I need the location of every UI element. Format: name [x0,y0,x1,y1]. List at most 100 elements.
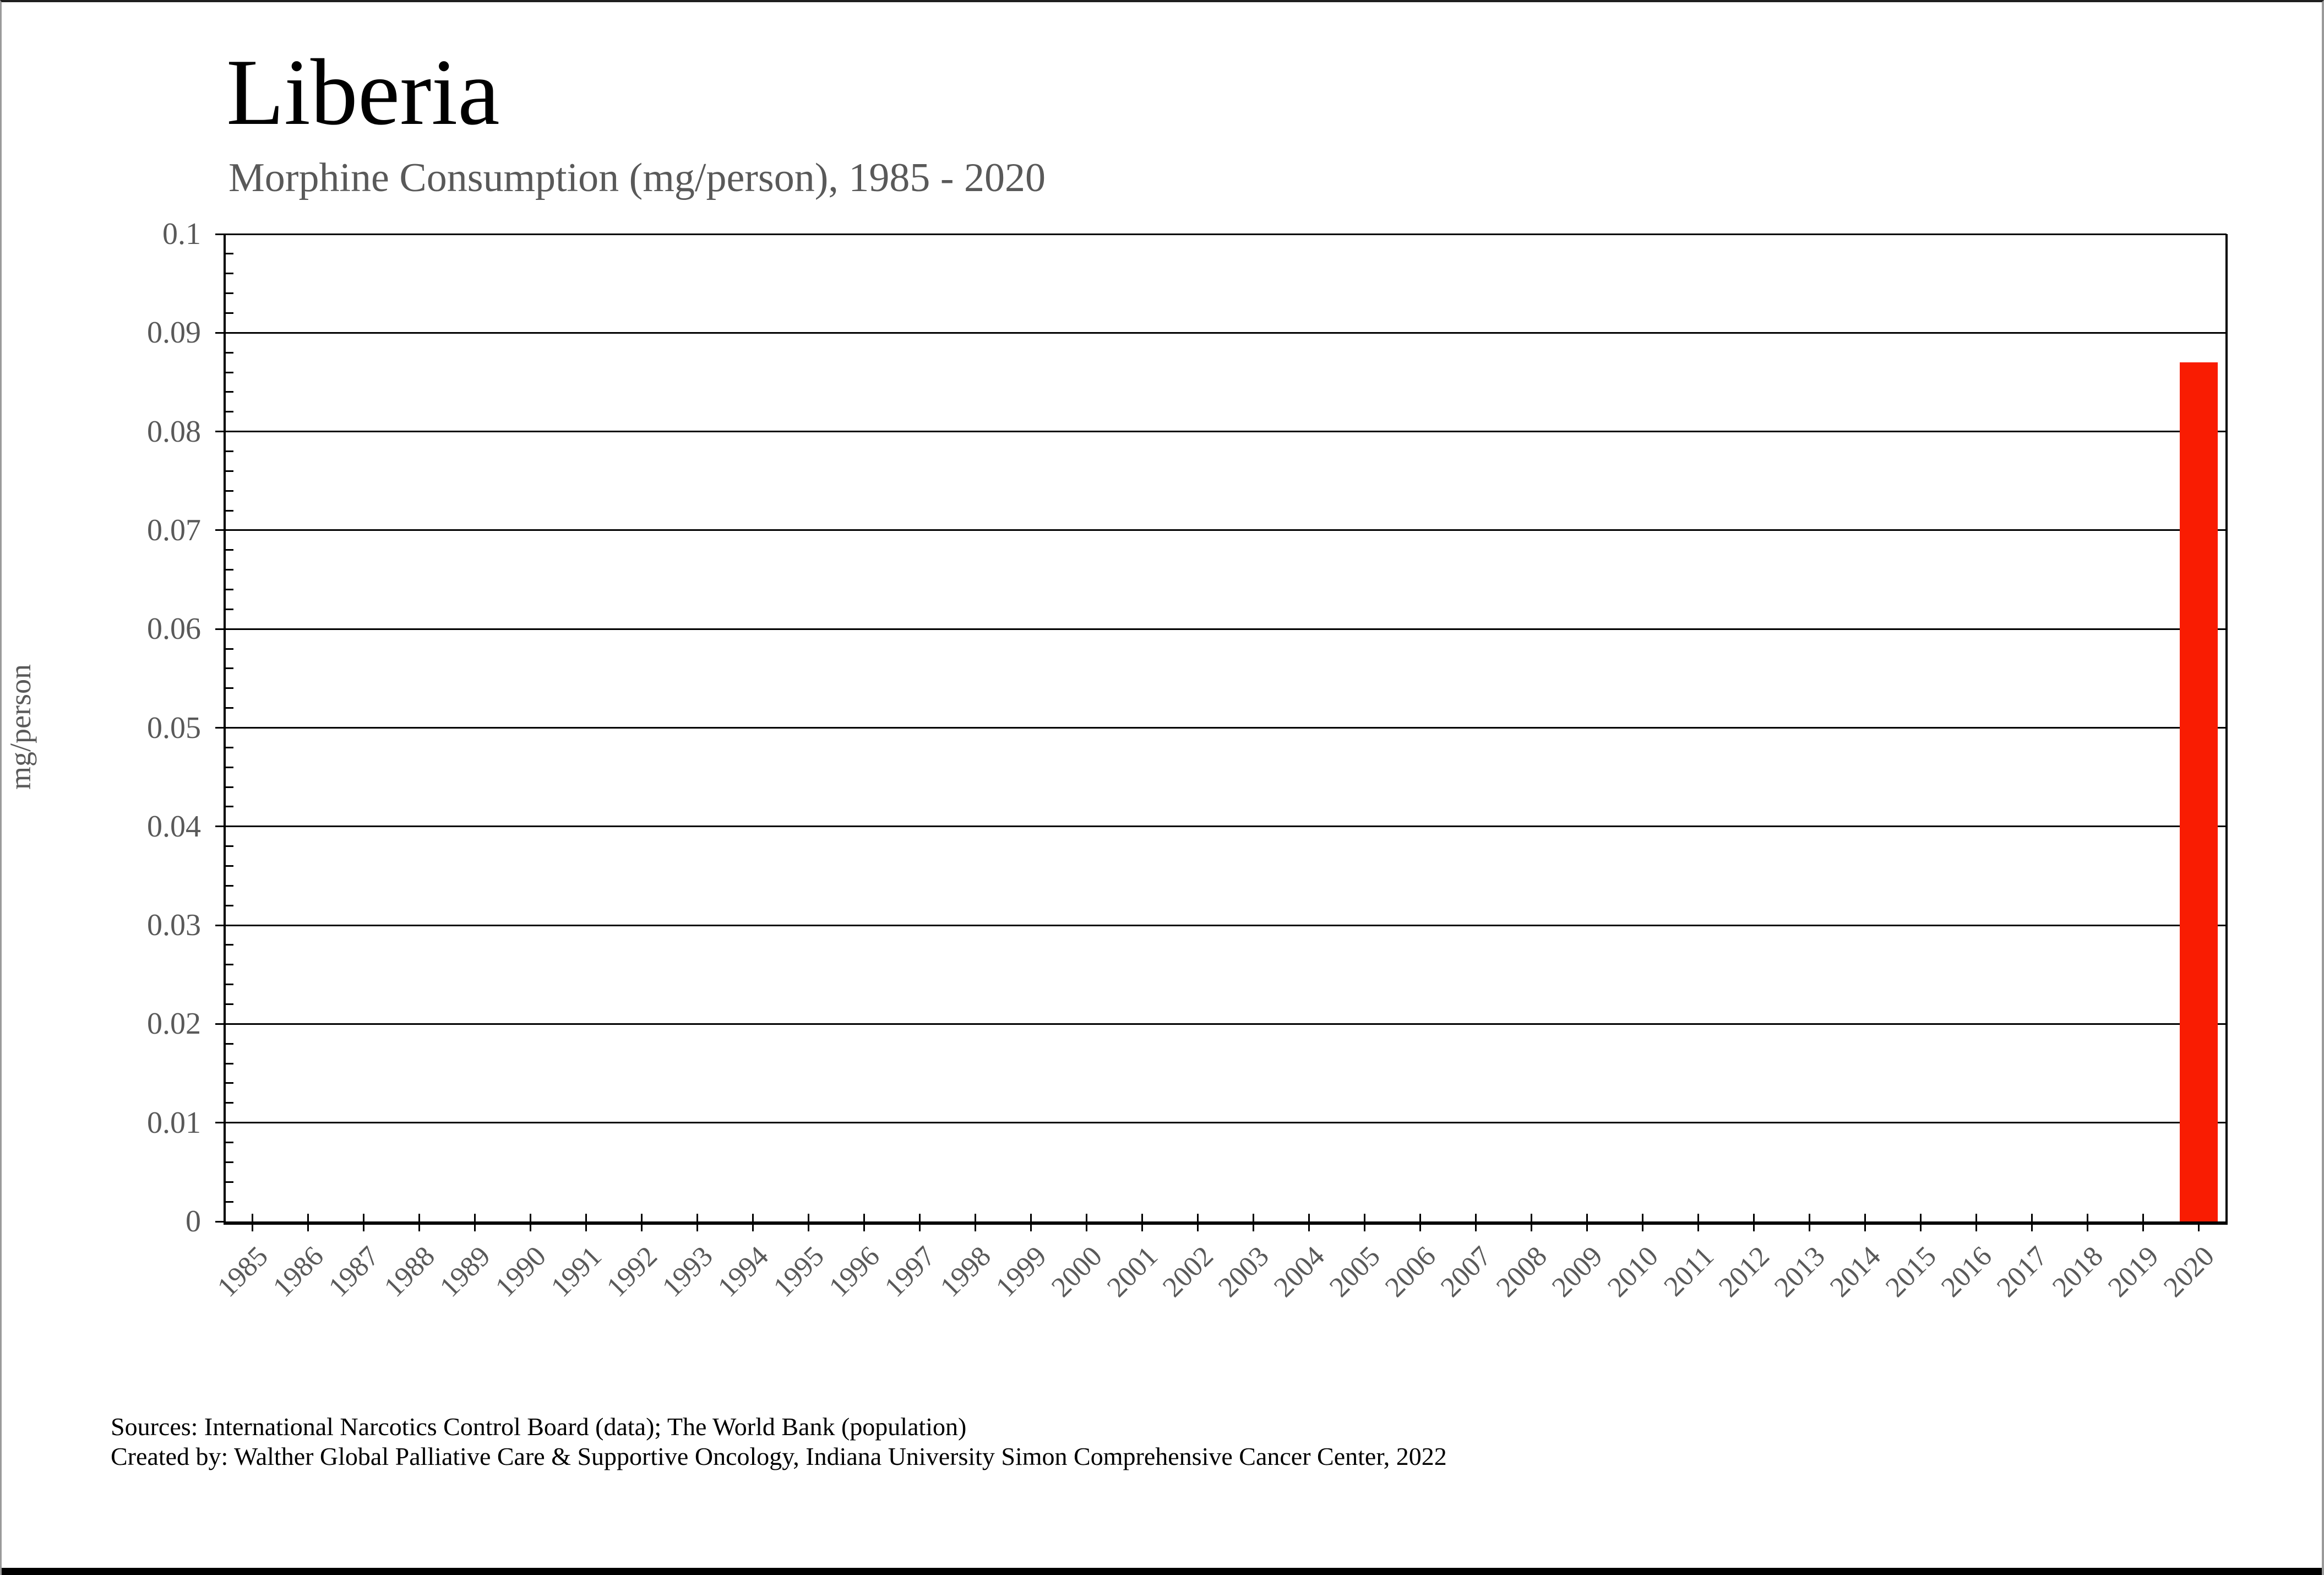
x-tick-2008 [1531,1214,1532,1231]
y-minor-tick [226,371,233,373]
y-major-tick-0.06 [215,628,226,630]
x-tick-2000 [1086,1214,1087,1231]
y-major-tick-0.04 [215,825,226,828]
x-tick-2004 [1308,1214,1310,1231]
y-minor-tick [226,707,233,709]
x-tick-2009 [1586,1214,1588,1231]
y-minor-tick [226,984,233,986]
gridline-0.03 [225,924,2227,926]
y-minor-tick [226,450,233,452]
x-tick-1994 [752,1214,754,1231]
y-minor-tick [226,411,233,413]
bottom-border-bar [2,1568,2322,1575]
y-major-tick-0.05 [215,727,226,729]
x-tick-1985 [252,1214,253,1231]
y-tick-label-0.03: 0.03 [147,908,201,943]
y-major-tick-0 [215,1220,226,1223]
x-tick-2018 [2087,1214,2088,1231]
x-tick-1995 [808,1214,809,1231]
x-tick-2013 [1809,1214,1810,1231]
gridline-0.06 [225,628,2227,630]
gridline-0.1 [225,233,2227,235]
y-tick-label-0.1: 0.1 [162,217,201,251]
x-tick-1987 [363,1214,364,1231]
chart-title: Liberia [226,40,500,145]
x-tick-2015 [1920,1214,1922,1231]
y-minor-tick [226,884,233,887]
y-minor-tick [226,964,233,966]
y-minor-tick [226,391,233,393]
x-tick-1993 [696,1214,698,1231]
x-axis-line [224,1221,2228,1225]
y-minor-tick [226,470,233,472]
y-tick-label-0.02: 0.02 [147,1007,201,1041]
y-minor-tick [226,865,233,867]
x-tick-2012 [1753,1214,1755,1231]
y-minor-tick [226,1082,233,1084]
y-minor-tick [226,904,233,906]
y-minor-tick [226,944,233,946]
gridline-0.05 [225,727,2227,729]
y-minor-tick [226,1142,233,1144]
y-minor-tick [226,588,233,590]
y-minor-tick [226,786,233,788]
y-minor-tick [226,569,233,571]
y-minor-tick [226,273,233,275]
y-minor-tick [226,1042,233,1045]
y-minor-tick [226,490,233,492]
x-tick-2002 [1197,1214,1199,1231]
gridline-0.04 [225,825,2227,828]
y-minor-tick [226,1201,233,1203]
y-major-tick-0.1 [215,233,226,235]
y-tick-label-0.07: 0.07 [147,513,201,547]
gridline-0.01 [225,1122,2227,1124]
y-tick-label-0: 0 [186,1204,201,1239]
x-tick-2016 [1975,1214,1977,1231]
x-tick-2005 [1364,1214,1365,1231]
x-tick-1991 [585,1214,587,1231]
x-tick-1990 [530,1214,531,1231]
y-minor-tick [226,1003,233,1006]
x-tick-2019 [2142,1214,2144,1231]
y-tick-label-0.01: 0.01 [147,1105,201,1140]
x-tick-2001 [1141,1214,1143,1231]
gridline-0.08 [225,431,2227,433]
y-minor-tick [226,253,233,255]
y-minor-tick [226,746,233,748]
y-minor-tick [226,608,233,610]
y-minor-tick [226,667,233,670]
x-tick-1999 [1030,1214,1032,1231]
x-tick-2014 [1864,1214,1866,1231]
y-minor-tick [226,1161,233,1163]
gridline-0.07 [225,529,2227,531]
y-major-tick-0.07 [215,529,226,531]
y-major-tick-0.08 [215,431,226,433]
bar-2020 [2180,362,2218,1221]
x-tick-1989 [474,1214,476,1231]
y-minor-tick [226,509,233,512]
footer-created-by: Created by: Walther Global Palliative Ca… [111,1442,1447,1470]
y-major-tick-0.01 [215,1122,226,1124]
y-major-tick-0.09 [215,332,226,334]
footer: Sources: International Narcotics Control… [111,1412,1447,1471]
y-tick-label-0.08: 0.08 [147,414,201,449]
x-tick-1992 [641,1214,643,1231]
y-minor-tick [226,292,233,295]
y-minor-tick [226,806,233,808]
y-axis-line [224,234,226,1225]
x-tick-1986 [307,1214,309,1231]
y-major-tick-0.03 [215,924,226,926]
y-tick-label-0.09: 0.09 [147,316,201,350]
footer-sources: Sources: International Narcotics Control… [111,1413,967,1441]
chart-subtitle: Morphine Consumption (mg/person), 1985 -… [228,155,1046,200]
y-minor-tick [226,351,233,354]
y-minor-tick [226,312,233,314]
x-tick-1997 [919,1214,921,1231]
y-minor-tick [226,766,233,768]
y-tick-label-0.05: 0.05 [147,710,201,745]
x-tick-2007 [1475,1214,1477,1231]
y-minor-tick [226,1062,233,1065]
x-tick-2017 [2031,1214,2033,1231]
